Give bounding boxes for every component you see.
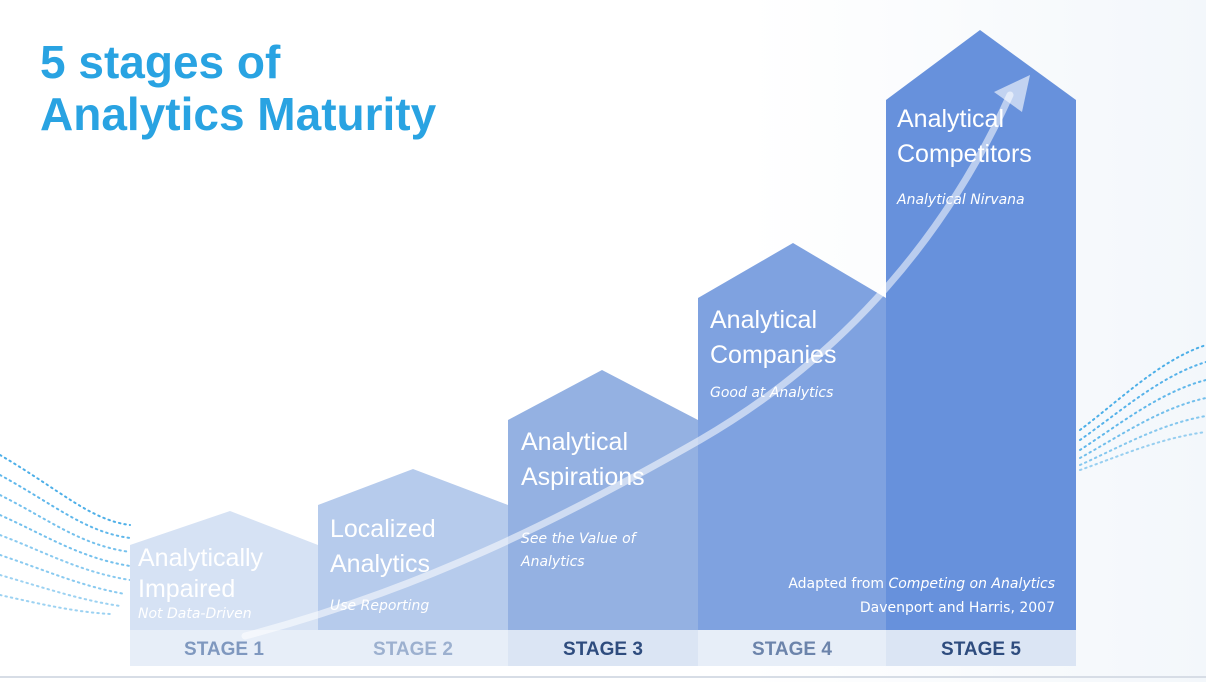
stage-3-name-line-1: Analytical (521, 428, 628, 456)
growth-arrow (241, 75, 1030, 640)
stage-4-name-line-1: Analytical (710, 306, 817, 334)
credit-book-title: Competing on Analytics (888, 576, 1055, 592)
stage-5-description: Analytical Nirvana (896, 192, 1025, 208)
stage-5-name-line-1: Analytical (897, 105, 1004, 133)
stage-4-shape (698, 243, 886, 630)
stage-4-label: STAGE 4 (752, 639, 832, 660)
stage-3-label: STAGE 3 (563, 639, 643, 660)
stage-band-shade-5 (886, 630, 1076, 666)
stage-2-description: Use Reporting (330, 598, 429, 614)
title-line-1: 5 stages of (40, 36, 281, 88)
stage-1-shape (130, 511, 318, 630)
stage-3-description-line-1: See the Value of (521, 531, 638, 547)
stage-1-name-line-2: Impaired (138, 575, 235, 603)
credit-authors: Davenport and Harris, 2007 (860, 600, 1055, 616)
credit-prefix: Adapted from (788, 576, 888, 592)
stage-2-name-line-2: Analytics (330, 550, 430, 578)
slide-title: 5 stages of Analytics Maturity (40, 36, 436, 140)
title-line-2: Analytics Maturity (40, 88, 437, 140)
stage-3-description-line-2: Analytics (520, 554, 585, 570)
stage-4-description: Good at Analytics (710, 385, 833, 401)
credit-line-1: Adapted from Competing on Analytics (788, 576, 1055, 592)
stage-band-shade-3 (508, 630, 698, 666)
stage-1-description: Not Data-Driven (138, 606, 252, 622)
stage-5-shape (886, 30, 1076, 630)
bottom-divider (0, 676, 1206, 678)
stage-2-label: STAGE 2 (373, 639, 453, 660)
dotted-wave-left (0, 454, 131, 615)
stage-1-label: STAGE 1 (184, 639, 264, 660)
stage-2-name-line-1: Localized (330, 515, 436, 543)
stage-5-label: STAGE 5 (941, 639, 1021, 660)
stage-1-name-line-1: Analytically (138, 544, 264, 572)
stage-4-name-line-2: Companies (710, 341, 836, 369)
stage-2-shape (318, 469, 508, 630)
dotted-wave-right (1079, 344, 1206, 471)
stage-3-shape (508, 370, 698, 630)
stage-5-name-line-2: Competitors (897, 140, 1032, 168)
stage-3-name-line-2: Aspirations (521, 463, 645, 491)
